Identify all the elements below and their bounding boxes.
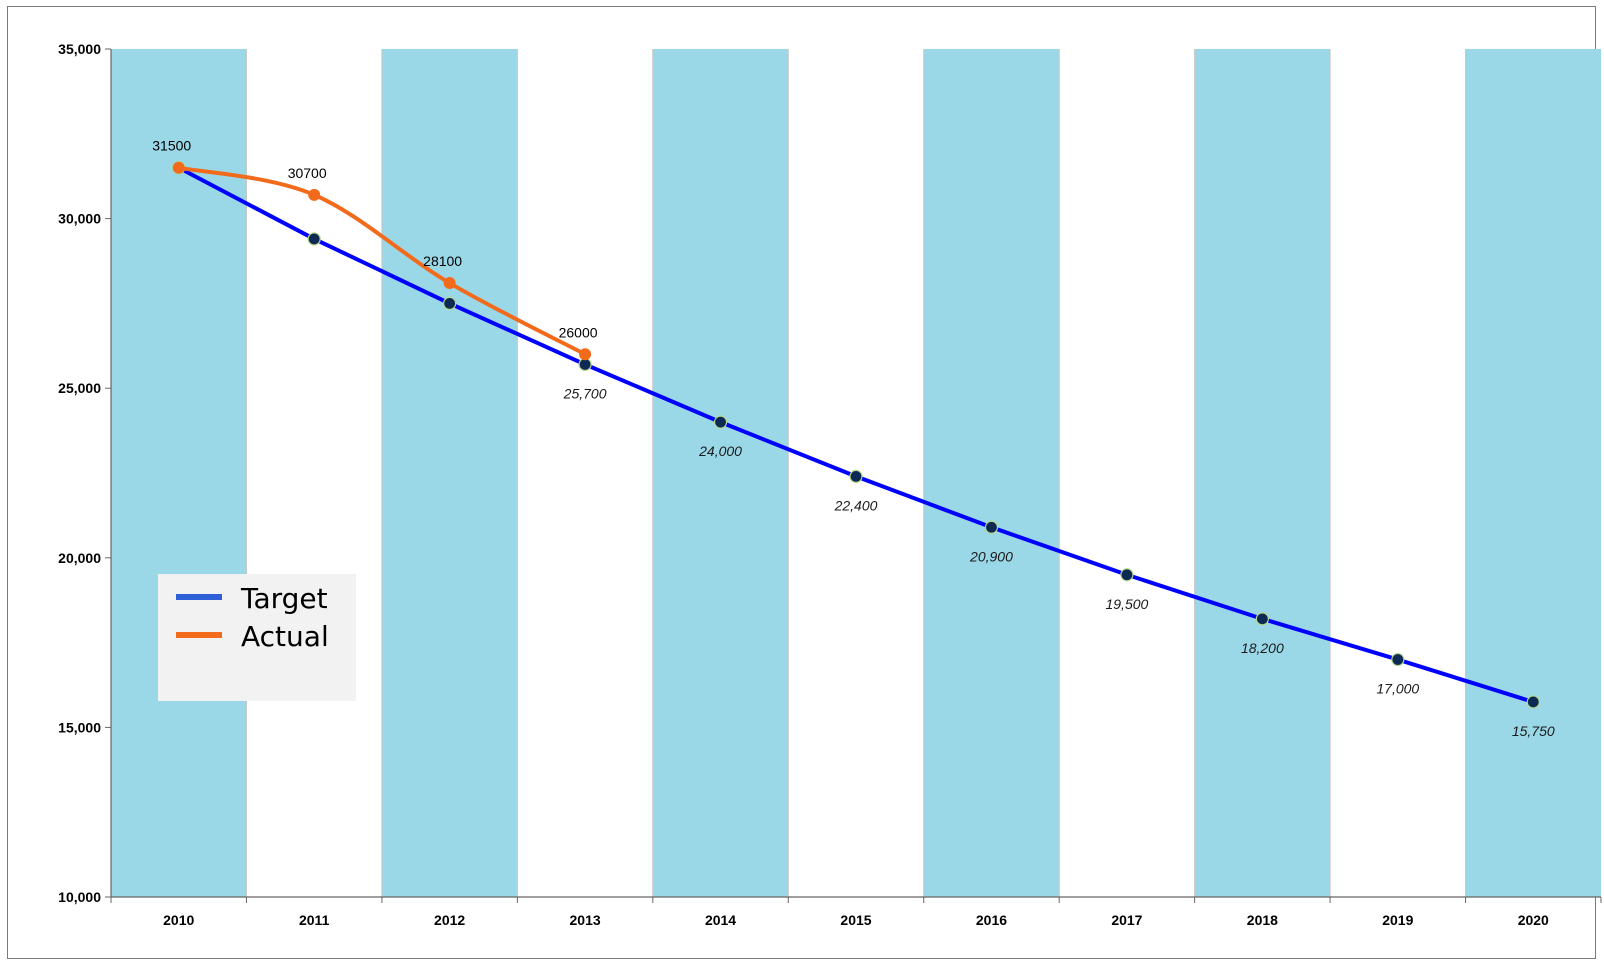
- actual-point: [579, 348, 592, 361]
- y-tick-label: 20,000: [58, 550, 101, 566]
- x-tick-label: 2010: [163, 912, 194, 928]
- band-2014: [652, 49, 789, 897]
- actual-point: [172, 161, 185, 174]
- target-data-label: 25,700: [563, 385, 607, 401]
- x-tick-label: 2017: [1111, 912, 1142, 928]
- target-point: [443, 296, 457, 310]
- actual-data-label: 30700: [288, 165, 327, 181]
- legend-label-actual: Actual: [241, 620, 329, 653]
- x-tick-label: 2012: [434, 912, 465, 928]
- band-2012: [381, 49, 518, 897]
- x-tick-label: 2013: [570, 912, 601, 928]
- actual-point: [308, 188, 321, 201]
- y-tick-label: 10,000: [58, 889, 101, 905]
- target-point: [849, 469, 863, 483]
- x-tick-label: 2019: [1382, 912, 1413, 928]
- y-tick-label: 15,000: [58, 719, 101, 735]
- x-tick-label: 2011: [299, 912, 330, 928]
- band-2010: [111, 49, 247, 897]
- data-labels: 25,700 24,000 22,400 20,900 19,500 18,200 17,0…: [152, 138, 1555, 739]
- target-point: [307, 232, 321, 246]
- series-actual: [172, 161, 592, 361]
- target-point: [1391, 652, 1405, 667]
- target-point: [984, 520, 999, 534]
- target-point: [713, 415, 728, 429]
- axes: 10,000 15,000 20,000 25,000 30,000 35,000 2010…: [58, 41, 1602, 928]
- y-tick-label: 25,000: [58, 380, 101, 396]
- legend: Target Actual: [158, 574, 356, 701]
- x-tick-label: 2020: [1518, 912, 1549, 928]
- legend-label-target: Target: [240, 582, 328, 615]
- band-2020: [1465, 49, 1601, 897]
- background-bands: [111, 49, 1601, 897]
- actual-data-label: 31500: [152, 138, 191, 154]
- target-point: [1255, 612, 1269, 626]
- x-tick-label: 2018: [1247, 912, 1278, 928]
- actual-data-label: 26000: [559, 324, 598, 340]
- y-tick-label: 30,000: [58, 211, 101, 227]
- band-2019: [1330, 49, 1466, 897]
- x-tick-label: 2015: [840, 912, 871, 928]
- x-tick-label: 2016: [976, 912, 1007, 928]
- target-data-label: 18,200: [1241, 640, 1284, 656]
- target-data-label: 24,000: [698, 443, 742, 459]
- target-point: [1120, 568, 1134, 582]
- target-point: [1526, 695, 1540, 709]
- target-data-label: 20,900: [969, 548, 1013, 564]
- y-tick-label: 35,000: [58, 41, 101, 57]
- x-tick-label: 2014: [705, 912, 736, 928]
- actual-line: [176, 165, 588, 357]
- band-2013: [517, 49, 653, 897]
- target-data-label: 15,750: [1512, 723, 1555, 739]
- band-2017: [1059, 49, 1195, 897]
- series-target: [172, 161, 1540, 709]
- actual-data-label: 28100: [423, 253, 462, 269]
- band-2018: [1194, 49, 1331, 897]
- target-data-label: 17,000: [1376, 681, 1419, 697]
- band-2016: [923, 49, 1060, 897]
- actual-point: [443, 277, 456, 290]
- target-data-label: 22,400: [834, 497, 878, 513]
- target-data-label: 19,500: [1105, 596, 1148, 612]
